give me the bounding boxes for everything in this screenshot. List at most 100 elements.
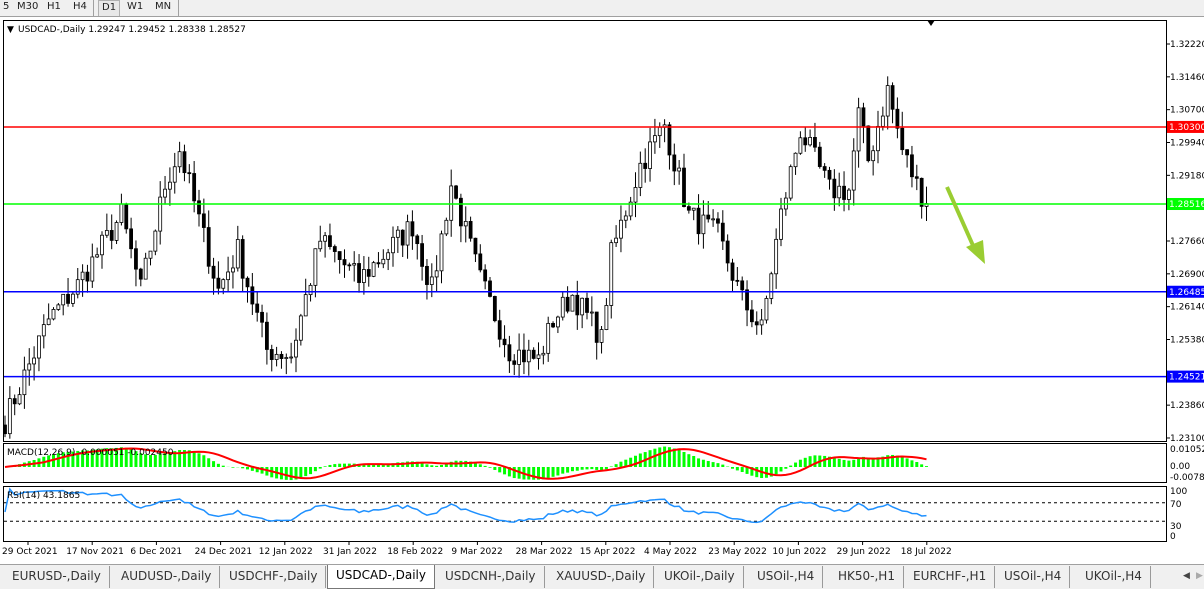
candle-body: [405, 221, 410, 246]
candle-body: [114, 222, 119, 241]
price-level-badge: [1167, 198, 1204, 211]
candle-body: [813, 137, 817, 148]
rsi-tick-label: 100: [1170, 487, 1187, 497]
candle-body: [17, 394, 22, 405]
tab-hk50-h1[interactable]: HK50-,H1: [830, 566, 904, 588]
timeframe-MN[interactable]: MN: [155, 1, 172, 12]
candle-body: [895, 108, 900, 129]
macd-pane-frame: [3, 443, 1167, 483]
chart-title: USDCAD-,Daily 1.29247 1.29452 1.28338 1.…: [18, 25, 246, 35]
timeframe-H1[interactable]: H1: [47, 1, 61, 12]
chart-window[interactable]: ▼ USDCAD-,Daily 1.29247 1.29452 1.28338 1…: [0, 17, 1204, 564]
trend-arrow-head-icon: [966, 240, 985, 264]
timeframe-5[interactable]: 5: [3, 1, 10, 12]
candle-body: [439, 233, 444, 272]
timeframe-W1[interactable]: W1: [127, 1, 144, 12]
candle-body: [100, 234, 104, 256]
candle-body: [342, 259, 347, 266]
price-level-badge: [1167, 285, 1204, 298]
candle-body: [240, 239, 245, 279]
candle-body: [323, 235, 328, 242]
tab-scroll-left-icon[interactable]: ◀: [1183, 571, 1190, 581]
candle-body: [27, 363, 32, 371]
candle-body: [526, 349, 531, 363]
collapse-triangle-icon: ▼: [7, 25, 14, 35]
macd-label: MACD(12,26,9) -0.000051 -0.002450: [7, 448, 174, 458]
rsi-pane-frame: [3, 486, 1167, 542]
date-tick-label: 23 May 2022: [708, 547, 767, 557]
timeframe-H4[interactable]: H4: [73, 1, 87, 12]
chart-shift-marker-icon: [927, 20, 935, 26]
date-tick-label: 24 Dec 2021: [195, 547, 253, 557]
trend-arrow-icon: [945, 186, 977, 251]
timeframe-M30[interactable]: M30: [17, 1, 39, 12]
candle-body: [56, 304, 61, 310]
candle-body: [832, 178, 837, 199]
candle-body: [458, 197, 463, 227]
date-tick-label: 29 Oct 2021: [2, 547, 58, 557]
candle-body: [754, 321, 759, 326]
candle-body: [289, 356, 294, 359]
candle-body: [138, 268, 143, 280]
candle-body: [449, 185, 454, 221]
candle-body: [221, 279, 226, 289]
chart-canvas[interactable]: ▼ USDCAD-,Daily 1.29247 1.29452 1.28338 1…: [0, 17, 1204, 564]
candle-body: [488, 280, 492, 297]
candle-body: [434, 270, 439, 278]
candle-body: [226, 271, 231, 281]
candle-body: [187, 172, 192, 175]
tab-usdchf-daily[interactable]: USDCHF-,Daily: [221, 566, 327, 588]
candle-body: [585, 297, 589, 313]
candle-body: [400, 229, 405, 246]
candle-body: [51, 309, 56, 320]
date-tick-label: 18 Jul 2022: [901, 547, 952, 557]
price-level-label: 1.28516: [1169, 200, 1204, 210]
candle-body: [429, 276, 434, 285]
candle-body: [633, 187, 638, 203]
price-level-label: 1.24521: [1169, 373, 1204, 383]
tab-usoil-h4[interactable]: USOil-,H4: [996, 566, 1071, 588]
candle-body: [507, 344, 512, 362]
timeframe-D1[interactable]: D1: [98, 0, 121, 16]
tab-ukoil-h4[interactable]: UKOil-,H4: [1077, 566, 1151, 588]
candle-body: [725, 240, 730, 264]
candle-body: [570, 294, 575, 312]
candle-body: [803, 137, 808, 146]
candle-body: [206, 227, 211, 267]
candle-body: [614, 237, 618, 244]
price-tick-label: 1.25380: [1170, 335, 1204, 345]
candle-body: [541, 352, 546, 356]
date-tick-label: 31 Jan 2022: [323, 547, 377, 557]
tab-usdcnh-daily[interactable]: USDCNH-,Daily: [437, 566, 545, 588]
candle-body: [366, 269, 371, 277]
candle-body: [410, 221, 415, 237]
candle-body: [216, 277, 221, 289]
tab-xauusd-daily[interactable]: XAUUSD-,Daily: [548, 566, 655, 588]
candle-body: [711, 218, 715, 221]
tab-usoil-h4[interactable]: USOil-,H4: [749, 566, 824, 588]
candle-body: [788, 166, 793, 199]
candle-body: [512, 360, 517, 365]
tab-audusd-daily[interactable]: AUDUSD-,Daily: [113, 566, 221, 588]
candle-body: [376, 262, 381, 265]
chart-tabs: ◀ ▶ EURUSD-,Daily AUDUSD-,Daily USDCHF-,Da…: [0, 564, 1204, 589]
tab-eurusd-daily[interactable]: EURUSD-,Daily: [4, 566, 110, 588]
candle-body: [172, 166, 177, 183]
tab-ukoil-daily[interactable]: UKOil-,Daily: [656, 566, 744, 588]
candle-body: [677, 167, 682, 172]
candle-body: [274, 353, 279, 360]
candle-body: [313, 248, 318, 286]
candle-body: [885, 85, 890, 117]
rsi-line: [4, 487, 927, 524]
candle-body: [672, 154, 677, 172]
tab-scroll-right-icon[interactable]: ▶: [1196, 571, 1203, 581]
date-tick-label: 29 Jun 2022: [837, 547, 891, 557]
tab-usdcad-daily[interactable]: USDCAD-,Daily: [327, 565, 435, 589]
price-tick-label: 1.30700: [1170, 106, 1204, 116]
candle-body: [628, 201, 633, 217]
tab-eurchf-h1[interactable]: EURCHF-,H1: [905, 566, 996, 588]
candle-body: [599, 329, 604, 343]
main-pane-frame: [3, 20, 1167, 442]
candle-body: [871, 150, 876, 162]
date-tick-label: 6 Dec 2021: [130, 547, 182, 557]
